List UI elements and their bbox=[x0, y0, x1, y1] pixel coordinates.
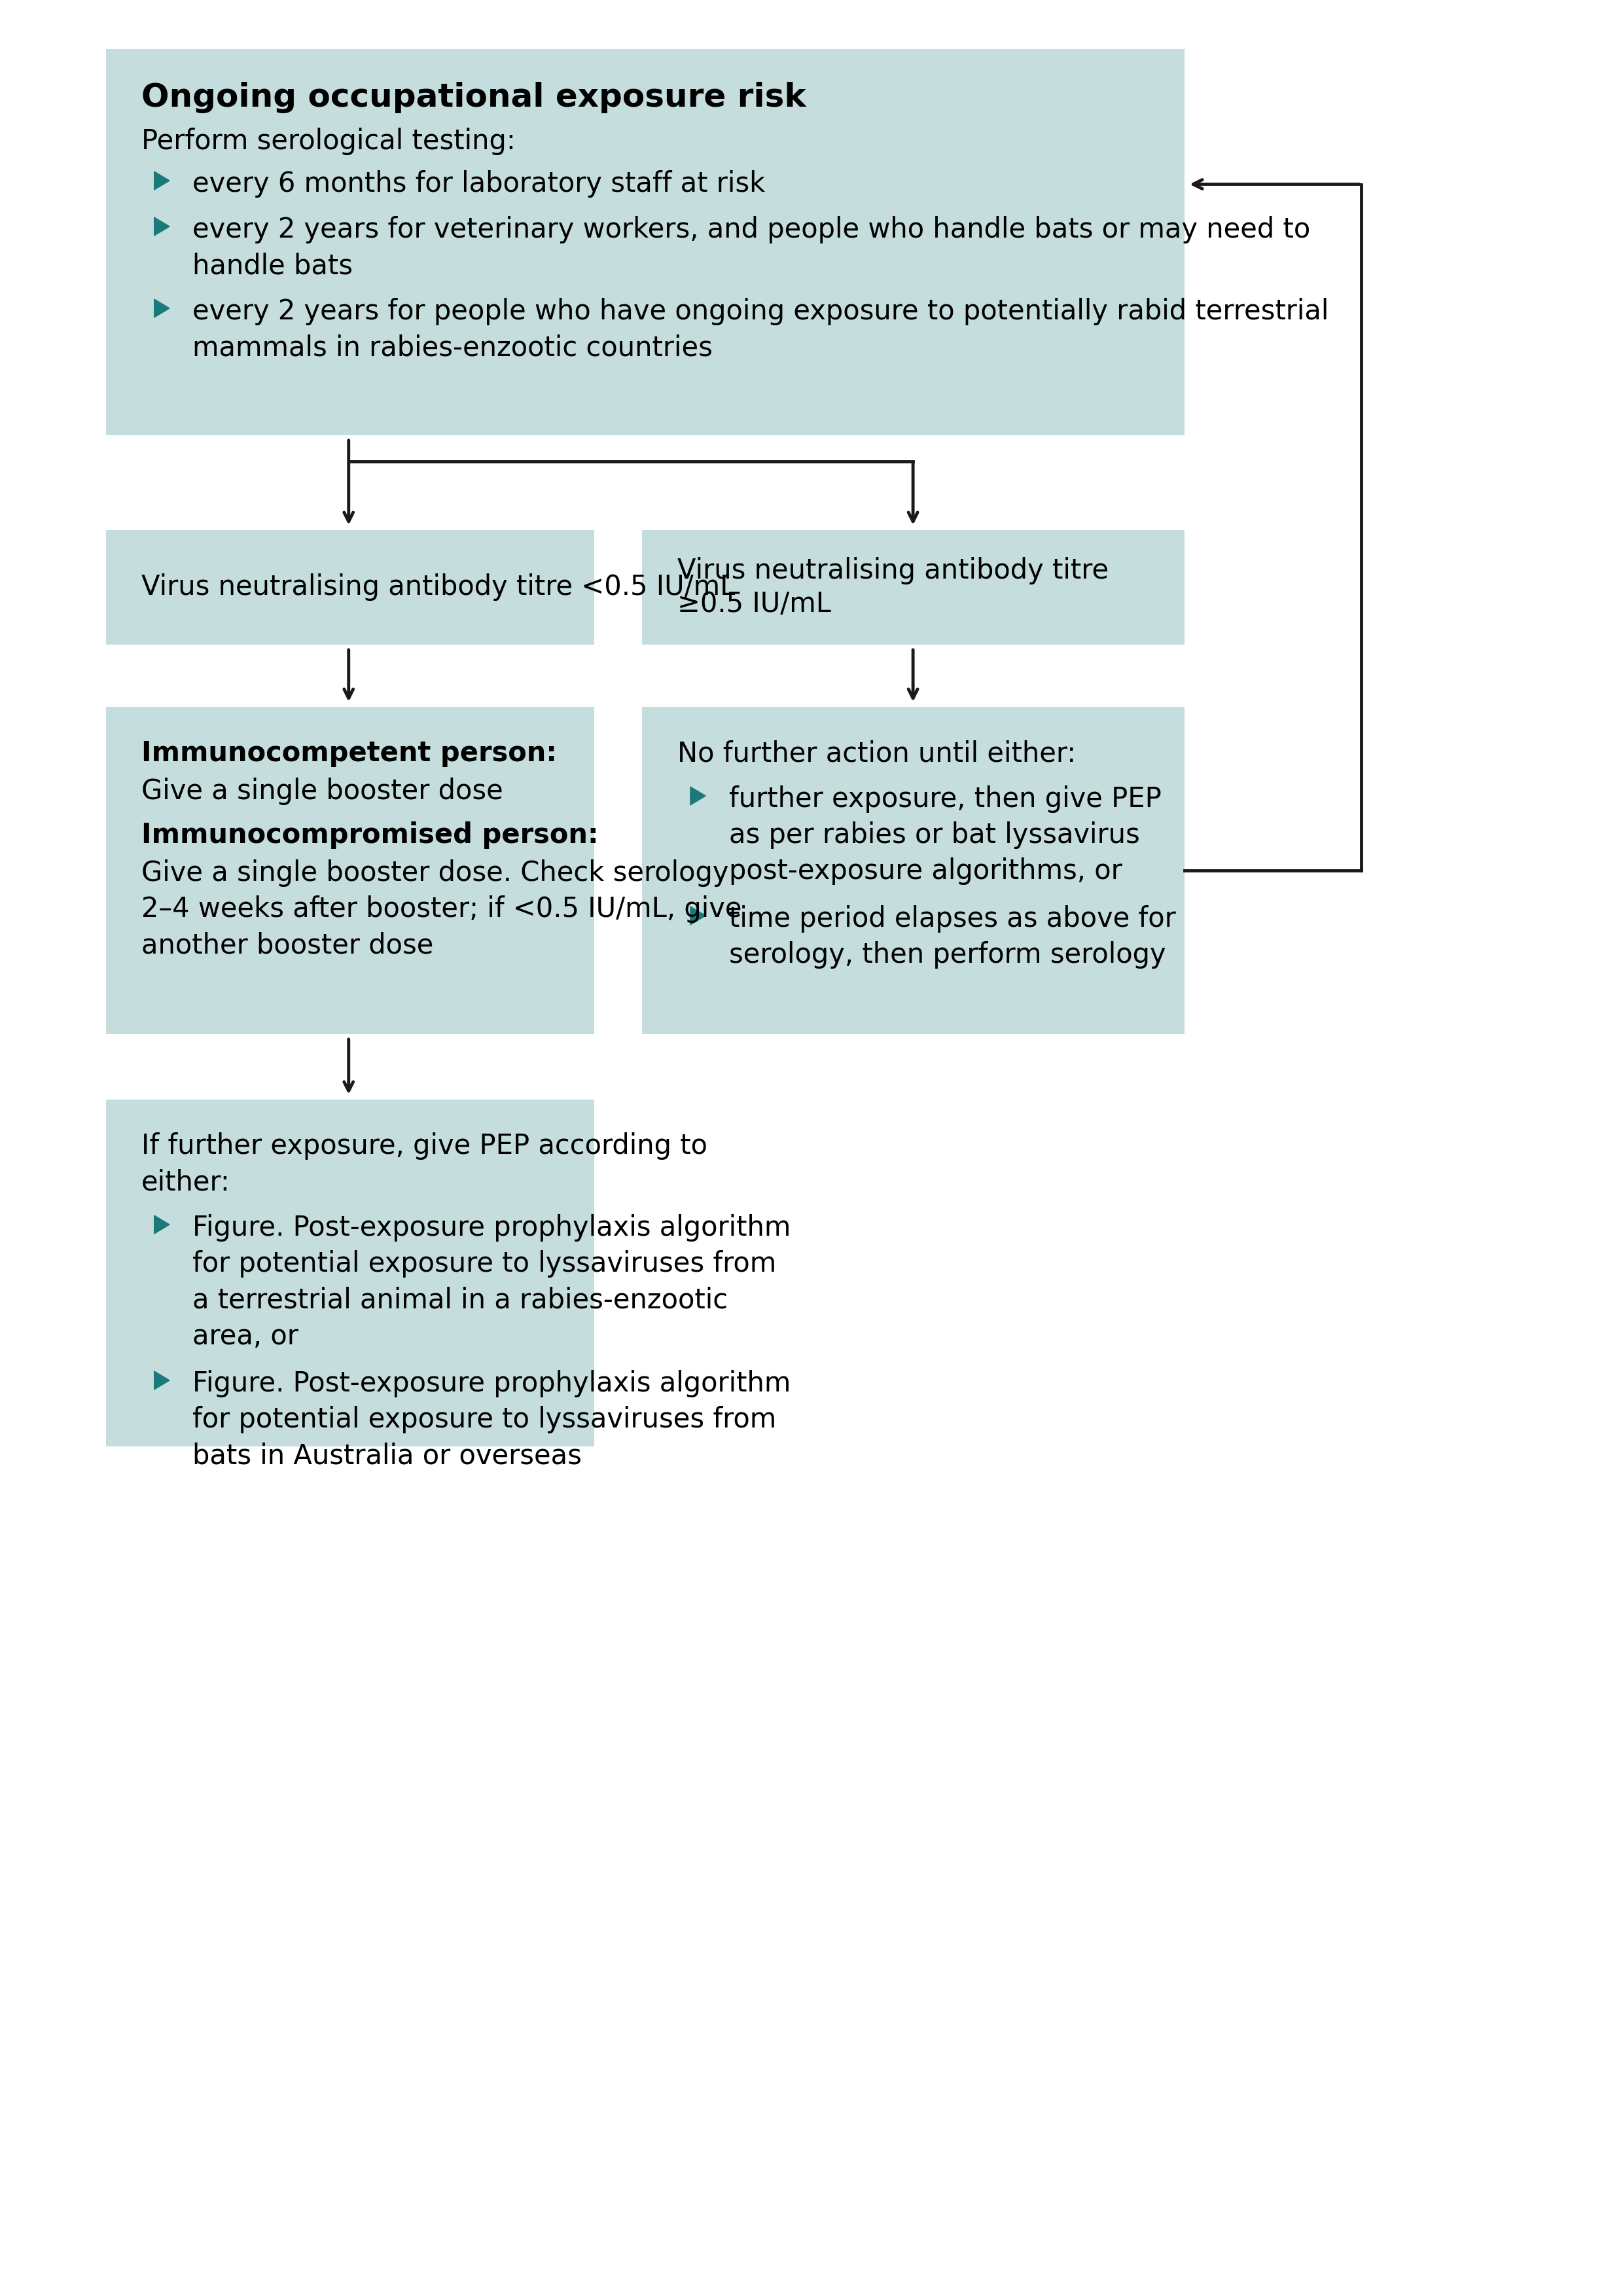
Text: further exposure, then give PEP
as per rabies or bat lyssavirus
post-exposure al: further exposure, then give PEP as per r… bbox=[729, 785, 1160, 886]
Bar bbox=[105, 530, 594, 645]
Text: Ongoing occupational exposure risk: Ongoing occupational exposure risk bbox=[141, 83, 807, 113]
Text: If further exposure, give PEP according to
either:: If further exposure, give PEP according … bbox=[141, 1132, 708, 1196]
Text: every 6 months for laboratory staff at risk: every 6 months for laboratory staff at r… bbox=[193, 170, 766, 197]
Text: Immunocompetent person:: Immunocompetent person: bbox=[141, 739, 557, 767]
Bar bbox=[643, 530, 1185, 645]
Text: every 2 years for people who have ongoing exposure to potentially rabid terrestr: every 2 years for people who have ongoin… bbox=[193, 298, 1329, 360]
Text: Virus neutralising antibody titre <0.5 IU/mL: Virus neutralising antibody titre <0.5 I… bbox=[141, 574, 735, 602]
Polygon shape bbox=[154, 1215, 169, 1233]
Bar bbox=[105, 1100, 594, 1446]
Text: Perform serological testing:: Perform serological testing: bbox=[141, 129, 516, 156]
Polygon shape bbox=[690, 788, 706, 806]
Bar bbox=[105, 48, 1185, 436]
Polygon shape bbox=[690, 907, 706, 925]
Text: Immunocompromised person:: Immunocompromised person: bbox=[141, 822, 599, 850]
Bar bbox=[643, 707, 1185, 1033]
Bar bbox=[105, 707, 594, 1033]
Text: time period elapses as above for
serology, then perform serology: time period elapses as above for serolog… bbox=[729, 905, 1175, 969]
Polygon shape bbox=[154, 1371, 169, 1389]
Text: Figure. Post-exposure prophylaxis algorithm
for potential exposure to lyssavirus: Figure. Post-exposure prophylaxis algori… bbox=[193, 1215, 790, 1350]
Text: every 2 years for veterinary workers, and people who handle bats or may need to
: every 2 years for veterinary workers, an… bbox=[193, 216, 1310, 280]
Text: Give a single booster dose: Give a single booster dose bbox=[141, 778, 503, 806]
Text: Give a single booster dose. Check serology
2–4 weeks after booster; if <0.5 IU/m: Give a single booster dose. Check serolo… bbox=[141, 859, 742, 960]
Text: Virus neutralising antibody titre
≥0.5 IU/mL: Virus neutralising antibody titre ≥0.5 I… bbox=[677, 556, 1109, 618]
Polygon shape bbox=[154, 298, 169, 317]
Polygon shape bbox=[154, 172, 169, 191]
Text: No further action until either:: No further action until either: bbox=[677, 739, 1076, 767]
Text: Figure. Post-exposure prophylaxis algorithm
for potential exposure to lyssavirus: Figure. Post-exposure prophylaxis algori… bbox=[193, 1371, 790, 1469]
Polygon shape bbox=[154, 218, 169, 236]
